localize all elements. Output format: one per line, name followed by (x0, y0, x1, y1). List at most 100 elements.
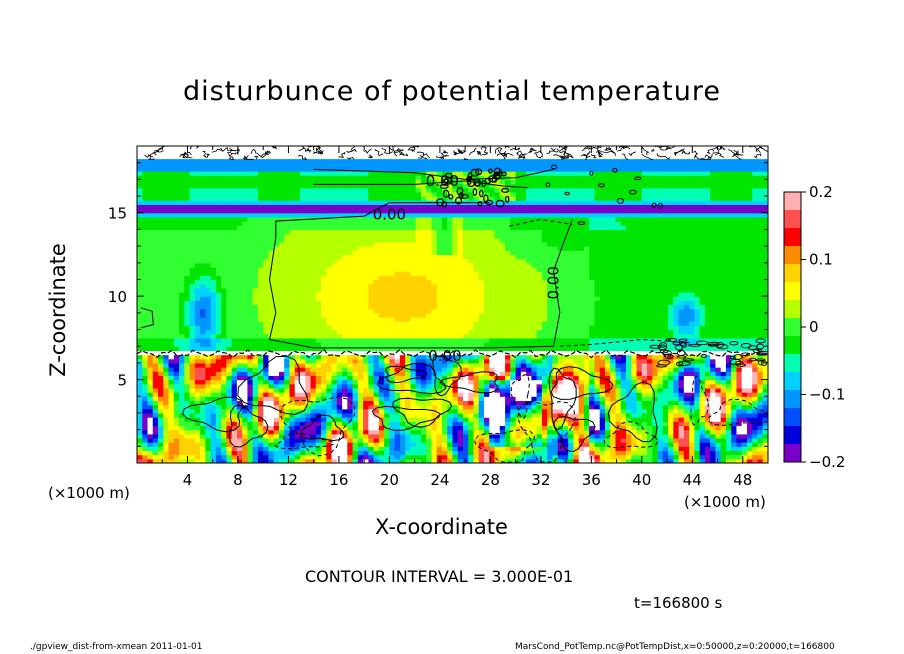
field-cell (410, 250, 417, 256)
field-cell (247, 346, 254, 351)
field-cell (226, 258, 233, 264)
field-cell (205, 254, 212, 260)
field-cell (257, 367, 264, 372)
field-cell (242, 196, 249, 201)
field-cell (363, 412, 369, 418)
field-cell (463, 433, 469, 439)
field-cell (231, 196, 238, 201)
field-cell (331, 208, 338, 214)
field-cell (273, 291, 280, 297)
field-cell (263, 291, 270, 297)
field-cell (278, 191, 285, 197)
field-cell (147, 371, 154, 377)
field-cell (378, 162, 385, 168)
field-cell (163, 287, 170, 293)
field-cell (363, 271, 369, 276)
field-cell (215, 225, 222, 231)
field-cell (226, 191, 233, 197)
field-cell (431, 279, 438, 285)
field-cell (473, 275, 480, 281)
field-cell (168, 212, 175, 218)
field-cell (326, 383, 333, 389)
field-cell (441, 246, 448, 251)
field-cell (342, 442, 348, 447)
field-cell (373, 250, 380, 256)
field-cell (252, 283, 259, 289)
field-cell (347, 246, 354, 251)
field-cell (441, 408, 448, 414)
field-cell (326, 362, 333, 368)
field-cell (436, 371, 443, 377)
field-cell (405, 283, 412, 289)
field-cell (294, 312, 301, 318)
field-cell (242, 225, 249, 231)
field-cell (284, 246, 291, 251)
field-cell (221, 392, 227, 397)
field-cell (415, 387, 422, 393)
field-cell (257, 200, 264, 205)
field-cell (331, 187, 338, 193)
field-cell (163, 429, 170, 435)
field-cell (184, 317, 191, 322)
field-cell (142, 379, 149, 385)
field-cell (326, 237, 333, 243)
field-cell (468, 271, 475, 276)
field-cell (357, 183, 364, 189)
field-cell (321, 150, 327, 155)
field-cell (415, 342, 422, 347)
field-cell (441, 196, 448, 201)
field-cell (205, 333, 212, 339)
field-cell (215, 392, 222, 397)
field-cell (426, 246, 433, 251)
field-cell (147, 208, 154, 214)
field-cell (305, 171, 312, 176)
field-cell (278, 187, 285, 193)
field-cell (368, 458, 375, 463)
field-cell (236, 375, 243, 381)
field-cell (447, 146, 454, 151)
field-cell (205, 225, 212, 231)
field-cell (173, 229, 180, 235)
field-cell (305, 166, 312, 172)
field-cell (473, 396, 480, 402)
field-cell (273, 229, 280, 235)
field-cell (426, 241, 433, 247)
field-cell (179, 179, 185, 185)
field-cell (399, 183, 406, 189)
field-cell (378, 237, 385, 243)
field-cell (268, 417, 275, 422)
field-cell (431, 421, 438, 427)
field-cell (263, 196, 270, 201)
field-cell (226, 333, 233, 339)
field-cell (247, 287, 254, 293)
field-cell (247, 221, 254, 226)
field-cell (468, 425, 475, 431)
field-cell (394, 166, 401, 172)
field-cell (137, 171, 143, 176)
field-cell (173, 258, 180, 264)
field-cell (352, 437, 359, 443)
field-cell (236, 421, 243, 427)
field-cell (194, 383, 201, 389)
field-cell (452, 233, 459, 239)
field-cell (137, 437, 143, 443)
field-cell (252, 158, 259, 164)
field-cell (384, 241, 390, 247)
field-cell (399, 454, 406, 460)
field-cell (373, 433, 380, 439)
field-cell (179, 275, 185, 281)
field-cell (137, 287, 143, 293)
field-cell (268, 246, 275, 251)
field-cell (384, 404, 390, 410)
field-cell (405, 408, 412, 414)
field-cell (173, 321, 180, 326)
field-cell (194, 408, 201, 414)
field-cell (478, 433, 485, 439)
field-cell (137, 450, 143, 456)
field-cell (147, 279, 154, 285)
field-cell (394, 279, 401, 285)
field-cell (242, 362, 249, 368)
field-cell (263, 329, 270, 335)
field-cell (305, 158, 312, 164)
field-cell (378, 325, 385, 331)
